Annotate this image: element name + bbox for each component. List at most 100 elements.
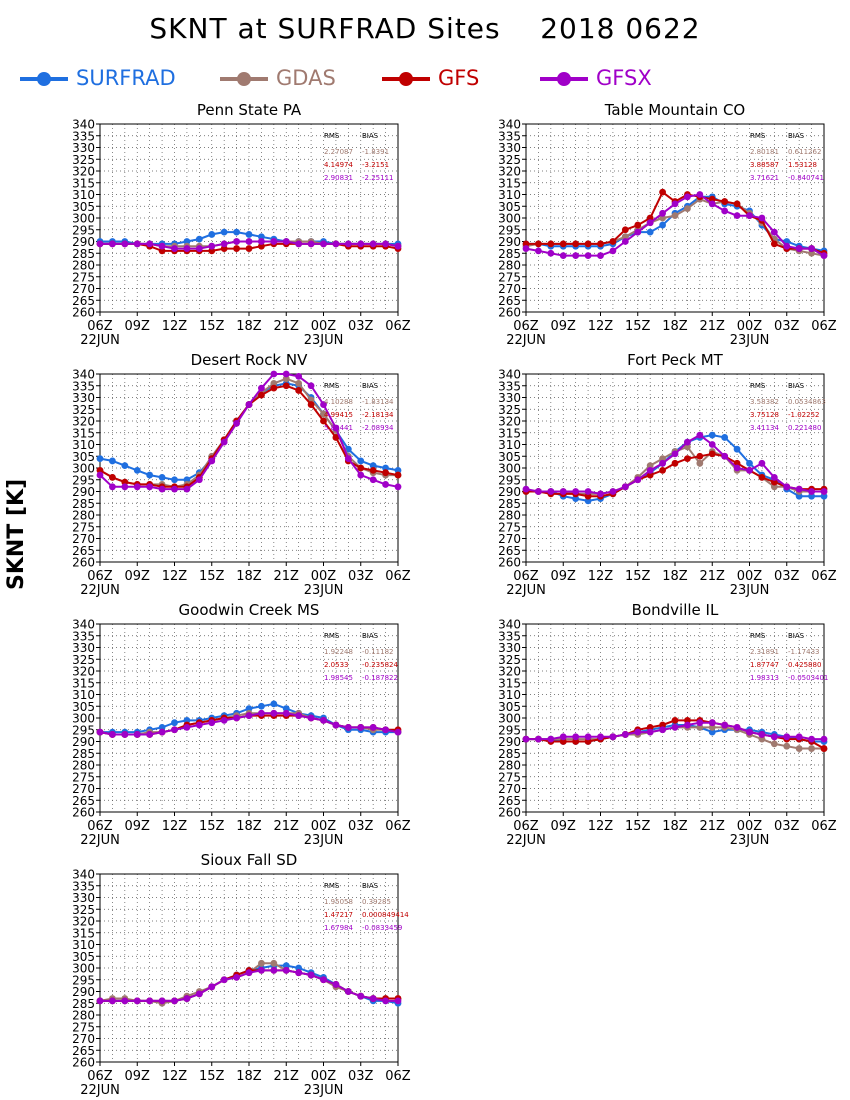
- data-point: [295, 380, 303, 387]
- data-point: [171, 726, 178, 734]
- data-point: [258, 238, 265, 245]
- data-point: [820, 488, 828, 495]
- date-label: 22JUN: [80, 833, 120, 848]
- data-point: [758, 219, 766, 227]
- panel-title: Sioux Fall SD: [201, 851, 298, 869]
- data-point: [121, 997, 129, 1005]
- y-tick-label: 260: [72, 556, 95, 570]
- data-point: [220, 716, 228, 724]
- data-point: [559, 488, 567, 495]
- data-point: [208, 452, 216, 460]
- x-tick-label: 15Z: [199, 319, 225, 334]
- data-point: [584, 733, 592, 741]
- data-point: [597, 733, 604, 741]
- data-point: [572, 495, 580, 502]
- stats-bias: -2.18134: [362, 411, 394, 419]
- y-tick-label: 275: [72, 1020, 95, 1034]
- data-point: [332, 427, 340, 434]
- data-point: [795, 245, 803, 252]
- data-point: [659, 726, 666, 734]
- data-point: [696, 724, 704, 731]
- y-tick-label: 275: [72, 270, 95, 284]
- y-tick-label: 325: [72, 903, 95, 917]
- stats-rms: 1.98313: [750, 674, 779, 682]
- data-point: [646, 728, 654, 736]
- data-point: [133, 997, 141, 1005]
- stats-rms: 2.80181: [750, 148, 779, 156]
- data-point: [344, 445, 352, 453]
- data-point: [547, 738, 555, 745]
- data-point: [233, 971, 240, 979]
- data-point: [208, 716, 216, 724]
- y-tick-label: 270: [72, 282, 95, 296]
- data-point: [121, 483, 129, 491]
- data-point: [171, 476, 178, 484]
- data-point: [634, 474, 642, 481]
- data-point: [721, 452, 729, 460]
- y-tick-label: 270: [498, 782, 521, 796]
- data-point: [357, 992, 365, 1000]
- data-point: [282, 962, 290, 970]
- data-point: [621, 731, 629, 738]
- stats-rms: 1.47217: [324, 911, 353, 919]
- data-point: [770, 478, 778, 486]
- data-point: [220, 714, 228, 722]
- data-point: [344, 988, 352, 995]
- data-point: [597, 252, 604, 259]
- data-point: [746, 728, 753, 736]
- data-point: [282, 966, 290, 974]
- data-point: [344, 240, 352, 248]
- data-point: [369, 242, 377, 250]
- data-point: [282, 238, 290, 245]
- y-tick-label: 270: [498, 532, 521, 546]
- data-point: [808, 245, 815, 252]
- data-point: [394, 471, 402, 479]
- data-point: [208, 719, 216, 727]
- data-point: [332, 721, 340, 729]
- plot-frame: [525, 373, 825, 563]
- x-tick-label: 09Z: [551, 319, 577, 334]
- data-point: [746, 466, 753, 474]
- y-tick-label: 280: [72, 759, 95, 773]
- data-point: [634, 726, 642, 734]
- data-point: [808, 488, 815, 495]
- data-point: [684, 193, 691, 201]
- data-point: [320, 716, 327, 724]
- panel-penn-state-pa: Penn State PA 260265270275280285290295300…: [72, 101, 411, 348]
- data-point: [394, 483, 402, 491]
- data-point: [109, 728, 116, 736]
- stats-bias: -0.840741: [788, 174, 824, 182]
- data-point: [183, 992, 191, 1000]
- data-point: [282, 382, 290, 390]
- y-tick-label: 295: [498, 723, 521, 737]
- y-tick-label: 315: [72, 676, 95, 690]
- data-point: [684, 721, 691, 729]
- data-point: [369, 726, 377, 734]
- data-point: [808, 249, 815, 257]
- data-point: [535, 247, 542, 255]
- data-point: [344, 240, 352, 248]
- data-point: [684, 202, 691, 210]
- x-tick-label: 06Z: [385, 319, 411, 334]
- data-point: [133, 731, 141, 738]
- panel-title: Table Mountain CO: [604, 101, 746, 119]
- y-tick-label: 315: [72, 426, 95, 440]
- y-tick-label: 285: [498, 747, 521, 761]
- y-tick-label: 305: [498, 700, 521, 714]
- panel-title: Penn State PA: [197, 101, 302, 119]
- date-label: 23JUN: [304, 1083, 344, 1098]
- data-point: [572, 490, 580, 498]
- data-point: [394, 240, 402, 248]
- data-point: [659, 209, 666, 217]
- data-point: [634, 476, 642, 484]
- data-point: [307, 969, 315, 977]
- data-point: [282, 370, 290, 378]
- data-point: [522, 735, 530, 743]
- stats-header-rms: RMS: [750, 132, 766, 140]
- data-point: [208, 714, 216, 722]
- y-tick-label: 295: [498, 223, 521, 237]
- panel-desert-rock-nv: Desert Rock NV26026527027528028529029530…: [72, 351, 411, 598]
- data-point: [195, 245, 203, 252]
- panel-title: Goodwin Creek MS: [179, 601, 320, 619]
- x-tick-label: 03Z: [348, 319, 374, 334]
